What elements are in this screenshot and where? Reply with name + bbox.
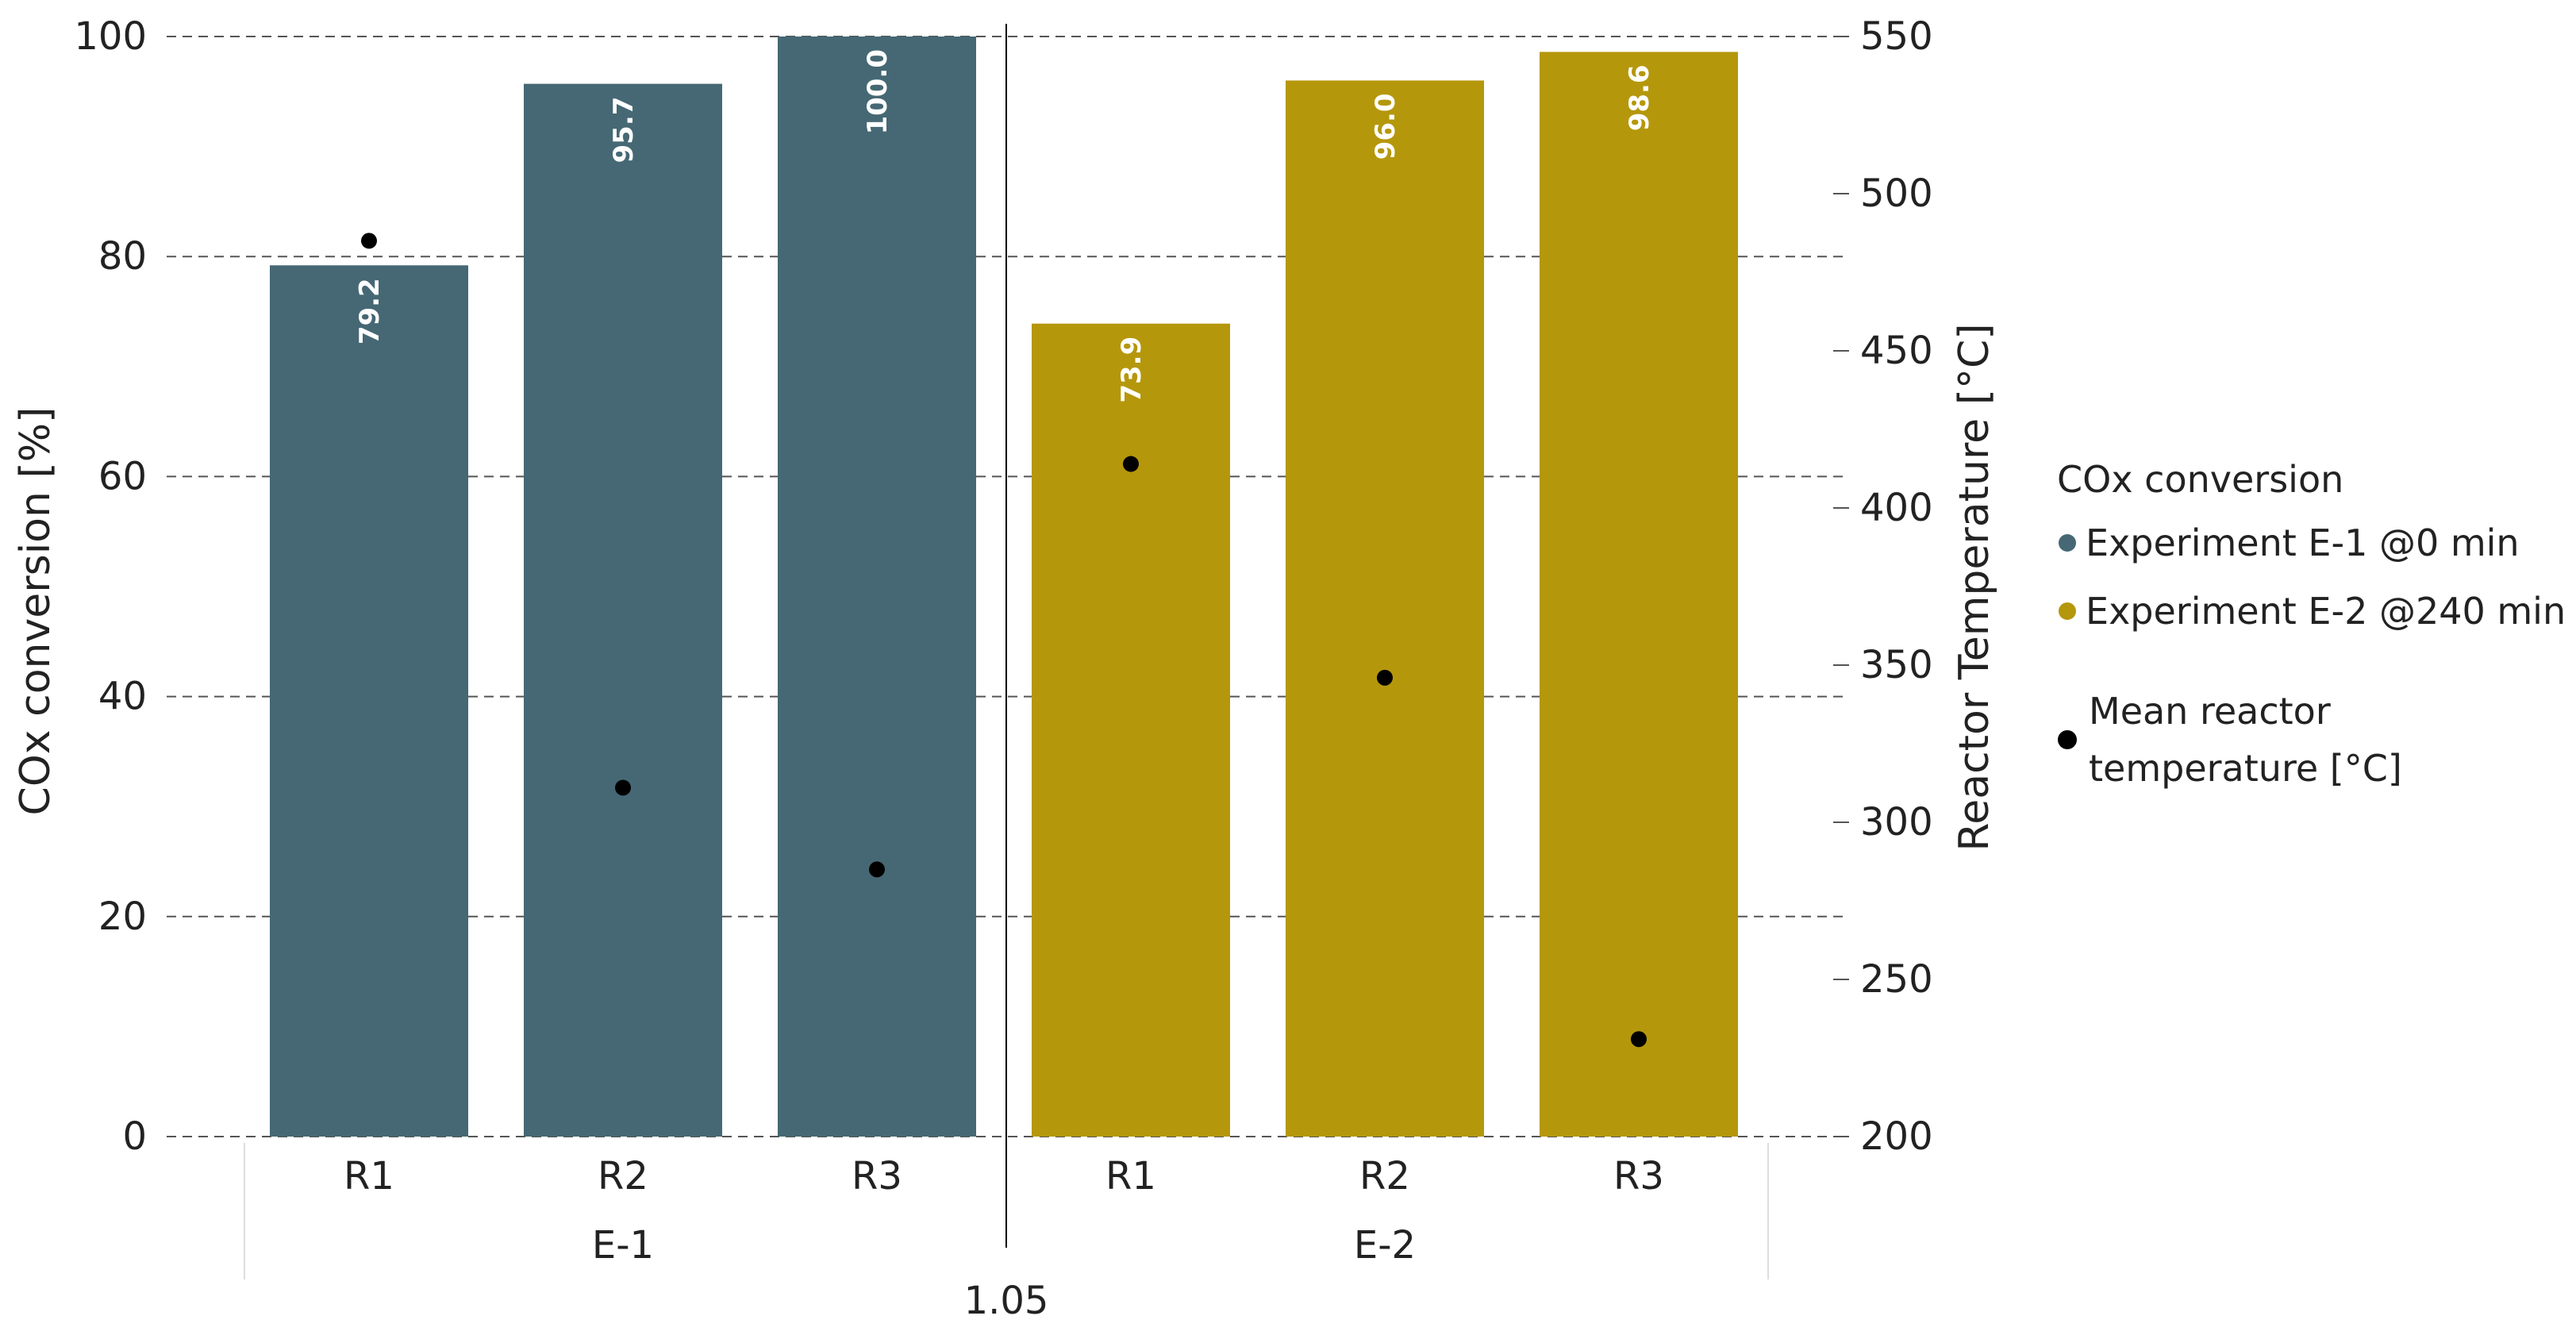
y2-tick-label: 400 — [1860, 486, 1933, 530]
bar-e-1-r1 — [270, 265, 468, 1137]
x-category-label: R1 — [344, 1154, 394, 1198]
data-label: 96.0 — [1370, 93, 1401, 160]
y-tick-label: 0 — [122, 1114, 147, 1159]
legend: COx conversion Experiment E-1 @0 min Exp… — [2057, 458, 2566, 790]
temperature-point — [869, 861, 885, 878]
x-category-label: R1 — [1105, 1154, 1156, 1198]
bar-e-2-r3 — [1540, 52, 1738, 1137]
y-tick-label: 40 — [98, 675, 147, 719]
data-labels: 79.2 95.7 100.0 73.9 96.0 98.6 — [354, 49, 1655, 403]
legend-item-temperature-line2: temperature [°C] — [2089, 747, 2402, 790]
bar-e-1-r3 — [778, 37, 976, 1137]
x-category-label: R2 — [1359, 1154, 1410, 1198]
data-label: 79.2 — [354, 278, 386, 344]
y2-axis-title: Reactor Temperature [°C] — [1951, 323, 1998, 851]
data-label: 98.6 — [1624, 64, 1655, 131]
y2-tick-label: 500 — [1860, 171, 1933, 216]
legend-item-e1: Experiment E-1 @0 min — [2086, 521, 2520, 564]
legend-swatch-e1 — [2059, 534, 2076, 552]
x-group-label: E-2 — [1354, 1223, 1416, 1268]
temperature-point — [1123, 456, 1139, 472]
legend-item-e2: Experiment E-2 @240 min — [2086, 590, 2566, 633]
x-category-label: R2 — [598, 1154, 648, 1198]
x-group-label: E-1 — [592, 1223, 654, 1268]
y2-tick-label: 350 — [1860, 643, 1933, 687]
y-tick-label: 100 — [74, 14, 147, 59]
legend-swatch-e2 — [2059, 602, 2076, 620]
axes: 0 20 40 60 80 100 200 250 300 350 400 450 500 550 R1 R2… — [74, 14, 1933, 1279]
data-label: 100.0 — [862, 49, 894, 135]
y2-tick-label: 200 — [1860, 1114, 1933, 1159]
y2-tick-label: 450 — [1860, 329, 1933, 373]
legend-item-temperature-line1: Mean reactor — [2089, 690, 2331, 733]
temperature-point — [361, 233, 377, 249]
y-tick-label: 20 — [98, 894, 147, 939]
temperature-point — [1377, 669, 1393, 686]
y-tick-label: 80 — [98, 234, 147, 279]
temperature-point — [615, 779, 631, 796]
y-tick-label: 60 — [98, 454, 147, 498]
temperature-point — [1631, 1031, 1647, 1048]
y-axis-title: COx conversion [%] — [12, 407, 60, 816]
x-category-label: R3 — [1613, 1154, 1664, 1198]
temperature-points — [361, 233, 1647, 1048]
bar-e-1-r2 — [524, 83, 722, 1137]
x-axis-note: 1.05 — [964, 1279, 1049, 1323]
legend-title: COx conversion — [2057, 458, 2343, 501]
bar-e-2-r1 — [1032, 323, 1230, 1137]
bar-e-2-r2 — [1286, 80, 1484, 1137]
legend-swatch-temperature — [2058, 730, 2077, 749]
data-label: 95.7 — [608, 97, 640, 164]
y2-tick-label: 300 — [1860, 800, 1933, 844]
y2-tick-label: 550 — [1860, 14, 1933, 59]
y2-tick-label: 250 — [1860, 957, 1933, 1002]
bars — [270, 37, 1738, 1137]
x-category-label: R3 — [852, 1154, 902, 1198]
data-label: 73.9 — [1116, 337, 1148, 403]
